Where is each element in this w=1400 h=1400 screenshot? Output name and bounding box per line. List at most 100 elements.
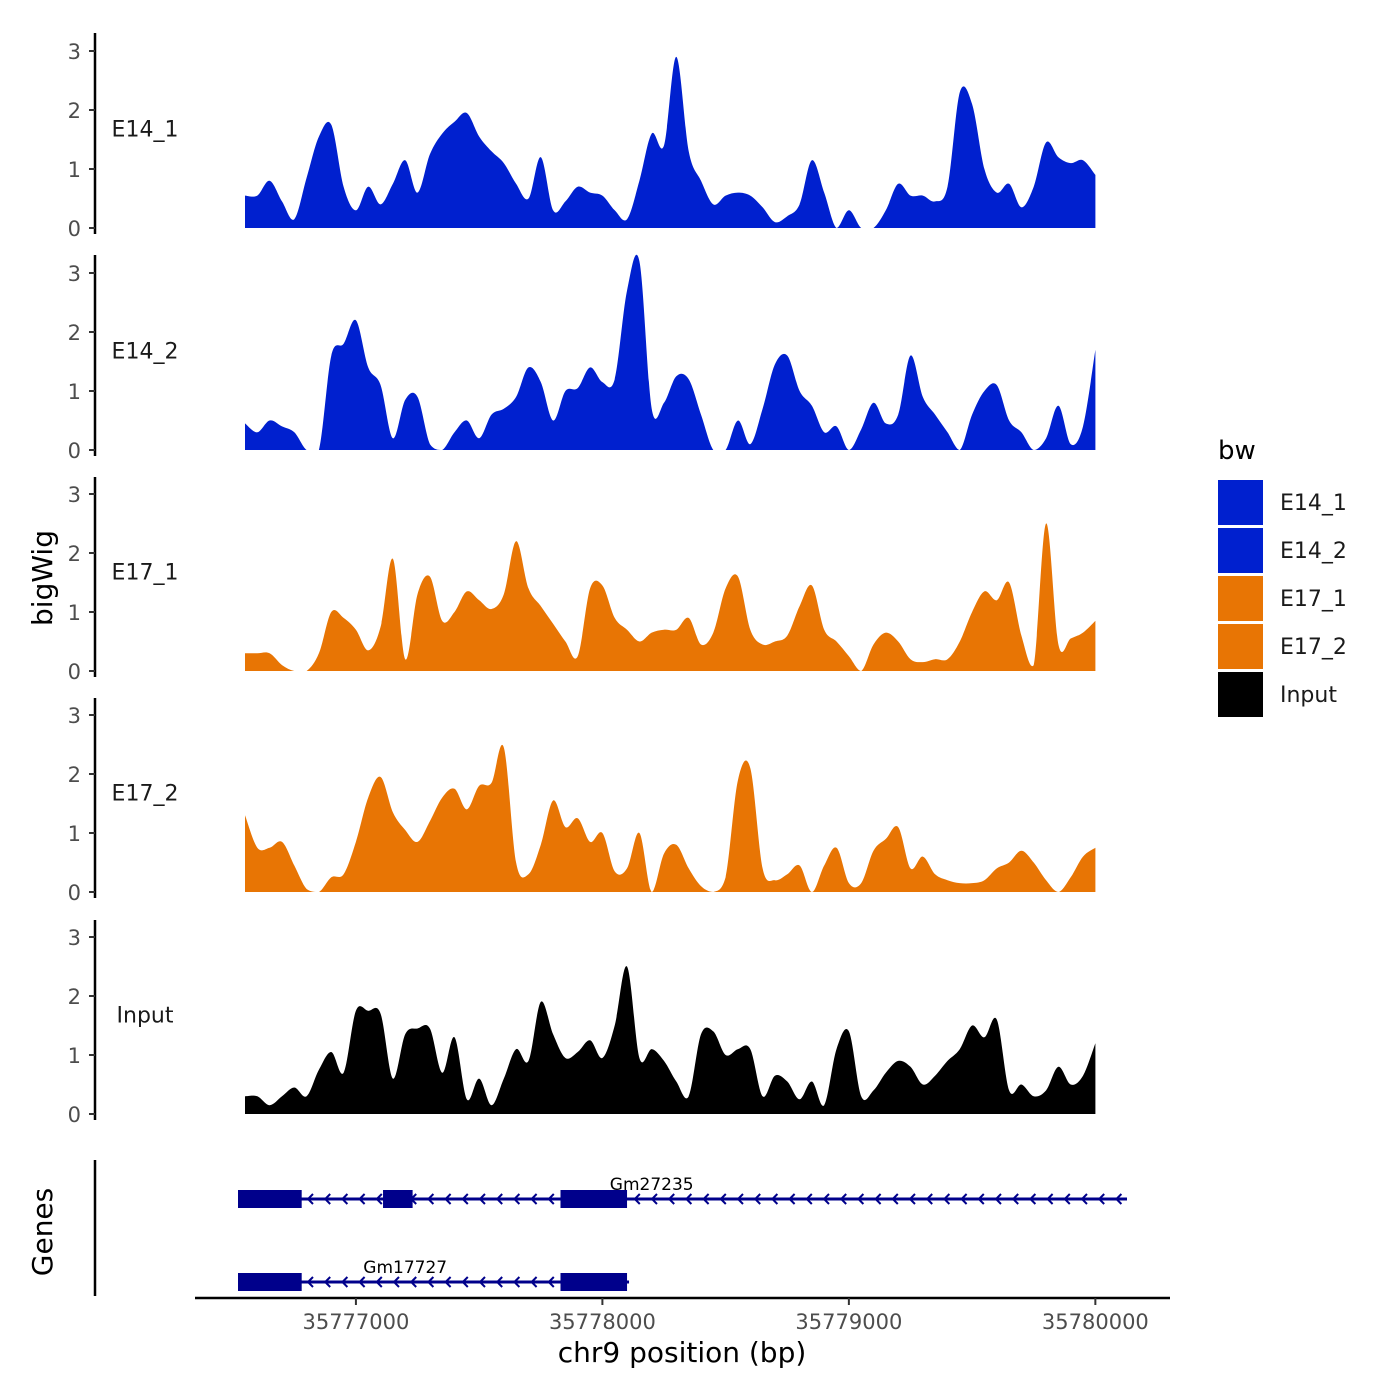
strand-arrow: [392, 1276, 400, 1288]
y-tick-label-E14_1-3: 3: [68, 40, 81, 64]
track-label-E14_1: E14_1: [112, 118, 179, 143]
track-label-E14_2: E14_2: [112, 340, 179, 365]
strand-arrow: [633, 1193, 641, 1205]
y-tick-label-E14_2-3: 3: [68, 262, 81, 286]
strand-arrow: [1097, 1193, 1105, 1205]
strand-arrow: [650, 1193, 658, 1205]
strand-arrow: [461, 1193, 469, 1205]
strand-arrow: [426, 1276, 435, 1288]
legend-label-Input: Input: [1280, 683, 1337, 708]
track-label-Input: Input: [117, 1004, 174, 1029]
x-tick-label-35779000: 35779000: [795, 1310, 902, 1334]
strand-arrow: [977, 1193, 985, 1205]
strand-arrow: [684, 1193, 693, 1205]
y-tick-label-E17_1-3: 3: [68, 483, 81, 507]
track-label-E17_1: E17_1: [112, 561, 179, 586]
strand-arrow: [478, 1193, 486, 1205]
strand-arrow: [340, 1193, 349, 1205]
legend-label-E14_1: E14_1: [1280, 491, 1347, 516]
legend-key-E17_1: [1218, 576, 1263, 621]
strand-arrow: [547, 1276, 555, 1288]
signal-area-E17_2: [245, 744, 1096, 892]
strand-arrow: [805, 1193, 813, 1205]
legend-key-Input: [1218, 672, 1263, 717]
strand-arrow: [512, 1276, 521, 1288]
strand-arrow: [530, 1193, 538, 1205]
exon-Gm17727-2: [560, 1273, 628, 1291]
signal-area-Input: [245, 966, 1096, 1114]
strand-arrow: [461, 1276, 469, 1288]
gene-Gm27235: Gm27235: [238, 1175, 1127, 1208]
track-label-E17_2: E17_2: [112, 782, 179, 807]
strand-arrow: [375, 1193, 383, 1205]
legend-key-E14_1: [1218, 480, 1263, 525]
signal-area-E14_1: [245, 56, 1096, 228]
strand-arrow: [306, 1276, 314, 1288]
strand-arrow: [495, 1193, 503, 1205]
x-axis: 35777000 35778000 35779000 35780000: [195, 1296, 1170, 1334]
strand-arrow: [908, 1193, 916, 1205]
strand-arrow: [512, 1193, 521, 1205]
legend-title: bw: [1218, 436, 1256, 466]
strand-arrow: [960, 1193, 968, 1205]
strand-arrow: [1063, 1193, 1071, 1205]
strand-arrow: [925, 1193, 933, 1205]
strand-arrow: [874, 1193, 882, 1205]
y-tick-label-E17_2-1: 1: [68, 822, 81, 846]
strand-arrow: [839, 1193, 847, 1205]
strand-arrow: [788, 1193, 796, 1205]
strand-arrow: [702, 1193, 710, 1205]
strand-arrow: [1046, 1193, 1054, 1205]
y-tick-label-E17_1-2: 2: [68, 542, 81, 566]
strand-arrow: [994, 1193, 1002, 1205]
x-tick-label-35780000: 35780000: [1042, 1310, 1149, 1334]
y-tick-label-E17_1-0: 0: [68, 660, 81, 684]
strand-arrow: [358, 1193, 366, 1205]
track-E17_2: 0 1 2 3 E17_2: [68, 698, 1096, 905]
strand-arrow: [1028, 1193, 1037, 1205]
exon-Gm27235-2: [383, 1190, 413, 1208]
strand-arrow: [444, 1276, 452, 1288]
legend-label-E17_1: E17_1: [1280, 587, 1347, 612]
track-E14_2: 0 1 2 3 E14_2: [68, 254, 1096, 463]
y-tick-label-E17_2-3: 3: [68, 704, 81, 728]
strand-arrow: [409, 1276, 417, 1288]
strand-arrow: [358, 1276, 366, 1288]
strand-arrow: [323, 1193, 331, 1205]
y-tick-label-E14_2-2: 2: [68, 321, 81, 345]
y-tick-label-Input-0: 0: [68, 1103, 81, 1127]
strand-arrow: [942, 1193, 951, 1205]
track-E17_1: 0 1 2 3 E17_1: [68, 477, 1096, 684]
gene-track: Gm27235 Gm17727: [93, 1160, 1127, 1296]
gene-label-Gm17727: Gm17727: [363, 1258, 447, 1278]
strand-arrow: [891, 1193, 899, 1205]
strand-arrow: [444, 1193, 452, 1205]
exon-Gm17727-1: [238, 1273, 302, 1291]
strand-arrow: [1080, 1193, 1088, 1205]
y-tick-label-E14_1-2: 2: [68, 99, 81, 123]
strand-arrow: [323, 1276, 331, 1288]
signal-area-E14_2: [245, 254, 1096, 450]
x-axis-title: chr9 position (bp): [558, 1336, 807, 1369]
x-tick-label-35777000: 35777000: [302, 1310, 409, 1334]
signal-area-E17_1: [245, 523, 1096, 671]
gene-label-Gm27235: Gm27235: [610, 1175, 694, 1195]
strand-arrow: [753, 1193, 761, 1205]
y-tick-label-Input-2: 2: [68, 985, 81, 1009]
strand-arrow: [719, 1193, 727, 1205]
y-tick-label-E17_2-2: 2: [68, 763, 81, 787]
strand-arrow: [426, 1193, 435, 1205]
y-tick-label-E14_2-0: 0: [68, 439, 81, 463]
strand-arrow: [736, 1193, 744, 1205]
legend-key-E14_2: [1218, 528, 1263, 573]
x-tick-label-35778000: 35778000: [549, 1310, 656, 1334]
track-Input: 0 1 2 3 Input: [68, 920, 1096, 1127]
y-tick-label-Input-3: 3: [68, 926, 81, 950]
y-tick-label-E17_2-0: 0: [68, 881, 81, 905]
genes-axis-title: Genes: [26, 1188, 59, 1276]
y-tick-label-Input-1: 1: [68, 1044, 81, 1068]
y-tick-label-E17_1-1: 1: [68, 601, 81, 625]
strand-arrow: [495, 1276, 503, 1288]
